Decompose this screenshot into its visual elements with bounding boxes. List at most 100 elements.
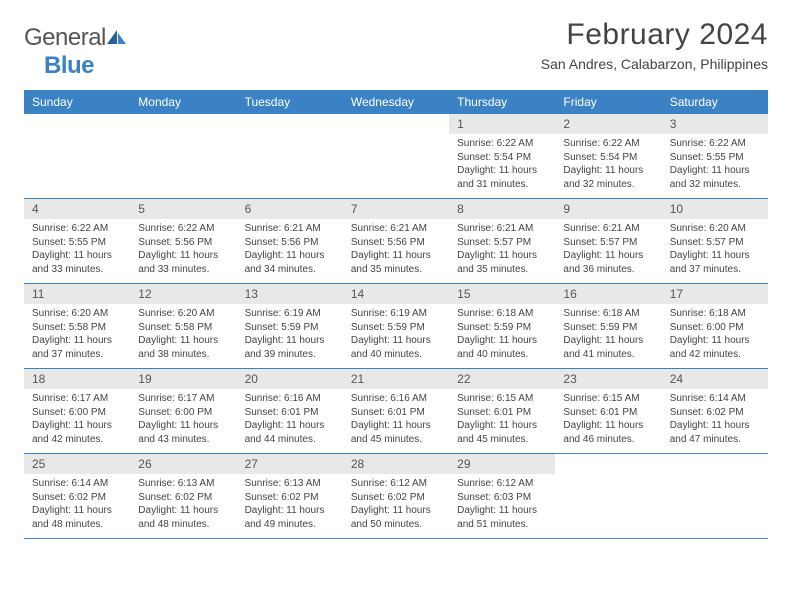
daylight-text-2: and 51 minutes. [457,518,547,532]
day-number: 25 [24,454,130,474]
daylight-text-1: Daylight: 11 hours [563,419,653,433]
daylight-text-2: and 50 minutes. [351,518,441,532]
daylight-text-1: Daylight: 11 hours [351,334,441,348]
daylight-text-1: Daylight: 11 hours [563,164,653,178]
daylight-text-1: Daylight: 11 hours [245,419,335,433]
daylight-text-2: and 43 minutes. [138,433,228,447]
sunrise-text: Sunrise: 6:22 AM [138,222,228,236]
daylight-text-2: and 34 minutes. [245,263,335,277]
daylight-text-1: Daylight: 11 hours [32,419,122,433]
daylight-text-2: and 33 minutes. [138,263,228,277]
weekday-thursday: Thursday [449,90,555,114]
calendar-day [555,454,661,538]
weekday-tuesday: Tuesday [237,90,343,114]
sunset-text: Sunset: 6:02 PM [138,491,228,505]
daylight-text-1: Daylight: 11 hours [563,249,653,263]
sunset-text: Sunset: 5:56 PM [138,236,228,250]
sunset-text: Sunset: 5:58 PM [32,321,122,335]
daylight-text-2: and 32 minutes. [670,178,760,192]
sunrise-text: Sunrise: 6:21 AM [457,222,547,236]
daylight-text-1: Daylight: 11 hours [245,504,335,518]
sunrise-text: Sunrise: 6:14 AM [32,477,122,491]
sunrise-text: Sunrise: 6:22 AM [32,222,122,236]
sunrise-text: Sunrise: 6:18 AM [457,307,547,321]
day-details: Sunrise: 6:20 AMSunset: 5:57 PMDaylight:… [662,219,768,282]
day-number [343,114,449,134]
daylight-text-2: and 44 minutes. [245,433,335,447]
day-number: 24 [662,369,768,389]
daylight-text-1: Daylight: 11 hours [138,419,228,433]
daylight-text-2: and 32 minutes. [563,178,653,192]
sunrise-text: Sunrise: 6:15 AM [563,392,653,406]
day-number: 9 [555,199,661,219]
daylight-text-1: Daylight: 11 hours [245,334,335,348]
sunrise-text: Sunrise: 6:19 AM [245,307,335,321]
logo-text: General Blue [24,24,128,80]
sunrise-text: Sunrise: 6:15 AM [457,392,547,406]
sunset-text: Sunset: 6:03 PM [457,491,547,505]
daylight-text-2: and 41 minutes. [563,348,653,362]
weekday-monday: Monday [130,90,236,114]
calendar-day: 7Sunrise: 6:21 AMSunset: 5:56 PMDaylight… [343,199,449,283]
day-number: 2 [555,114,661,134]
day-details: Sunrise: 6:14 AMSunset: 6:02 PMDaylight:… [24,474,130,537]
sunrise-text: Sunrise: 6:21 AM [245,222,335,236]
sunset-text: Sunset: 5:55 PM [670,151,760,165]
sunset-text: Sunset: 5:59 PM [457,321,547,335]
daylight-text-1: Daylight: 11 hours [457,419,547,433]
calendar-day: 15Sunrise: 6:18 AMSunset: 5:59 PMDayligh… [449,284,555,368]
day-details: Sunrise: 6:18 AMSunset: 6:00 PMDaylight:… [662,304,768,367]
sunset-text: Sunset: 5:57 PM [457,236,547,250]
sunset-text: Sunset: 6:02 PM [351,491,441,505]
day-number: 26 [130,454,236,474]
sunset-text: Sunset: 6:00 PM [32,406,122,420]
calendar-day: 9Sunrise: 6:21 AMSunset: 5:57 PMDaylight… [555,199,661,283]
daylight-text-2: and 42 minutes. [670,348,760,362]
calendar-day: 28Sunrise: 6:12 AMSunset: 6:02 PMDayligh… [343,454,449,538]
day-number [130,114,236,134]
daylight-text-2: and 42 minutes. [32,433,122,447]
daylight-text-1: Daylight: 11 hours [670,249,760,263]
daylight-text-2: and 40 minutes. [457,348,547,362]
day-number: 8 [449,199,555,219]
calendar-day [237,114,343,198]
calendar-day: 2Sunrise: 6:22 AMSunset: 5:54 PMDaylight… [555,114,661,198]
day-number [555,454,661,474]
sunset-text: Sunset: 6:02 PM [32,491,122,505]
day-details: Sunrise: 6:13 AMSunset: 6:02 PMDaylight:… [130,474,236,537]
day-details: Sunrise: 6:12 AMSunset: 6:03 PMDaylight:… [449,474,555,537]
daylight-text-1: Daylight: 11 hours [138,334,228,348]
day-number: 3 [662,114,768,134]
sunset-text: Sunset: 6:00 PM [670,321,760,335]
daylight-text-1: Daylight: 11 hours [670,334,760,348]
sunrise-text: Sunrise: 6:21 AM [351,222,441,236]
day-number: 13 [237,284,343,304]
calendar-day: 23Sunrise: 6:15 AMSunset: 6:01 PMDayligh… [555,369,661,453]
daylight-text-1: Daylight: 11 hours [457,249,547,263]
sunrise-text: Sunrise: 6:13 AM [138,477,228,491]
day-details: Sunrise: 6:15 AMSunset: 6:01 PMDaylight:… [555,389,661,452]
weekday-friday: Friday [555,90,661,114]
daylight-text-1: Daylight: 11 hours [457,164,547,178]
sunset-text: Sunset: 6:01 PM [457,406,547,420]
daylight-text-2: and 48 minutes. [32,518,122,532]
sunrise-text: Sunrise: 6:18 AM [670,307,760,321]
calendar-day: 5Sunrise: 6:22 AMSunset: 5:56 PMDaylight… [130,199,236,283]
sunrise-text: Sunrise: 6:22 AM [457,137,547,151]
daylight-text-1: Daylight: 11 hours [457,504,547,518]
sunset-text: Sunset: 5:54 PM [563,151,653,165]
day-details: Sunrise: 6:21 AMSunset: 5:56 PMDaylight:… [237,219,343,282]
sunrise-text: Sunrise: 6:14 AM [670,392,760,406]
calendar-week: 1Sunrise: 6:22 AMSunset: 5:54 PMDaylight… [24,114,768,199]
calendar-day [130,114,236,198]
day-number: 5 [130,199,236,219]
sunrise-text: Sunrise: 6:21 AM [563,222,653,236]
calendar-day: 20Sunrise: 6:16 AMSunset: 6:01 PMDayligh… [237,369,343,453]
day-number: 21 [343,369,449,389]
daylight-text-1: Daylight: 11 hours [457,334,547,348]
sunset-text: Sunset: 5:56 PM [351,236,441,250]
daylight-text-2: and 48 minutes. [138,518,228,532]
sunset-text: Sunset: 6:01 PM [245,406,335,420]
calendar-week: 18Sunrise: 6:17 AMSunset: 6:00 PMDayligh… [24,369,768,454]
calendar-day: 3Sunrise: 6:22 AMSunset: 5:55 PMDaylight… [662,114,768,198]
